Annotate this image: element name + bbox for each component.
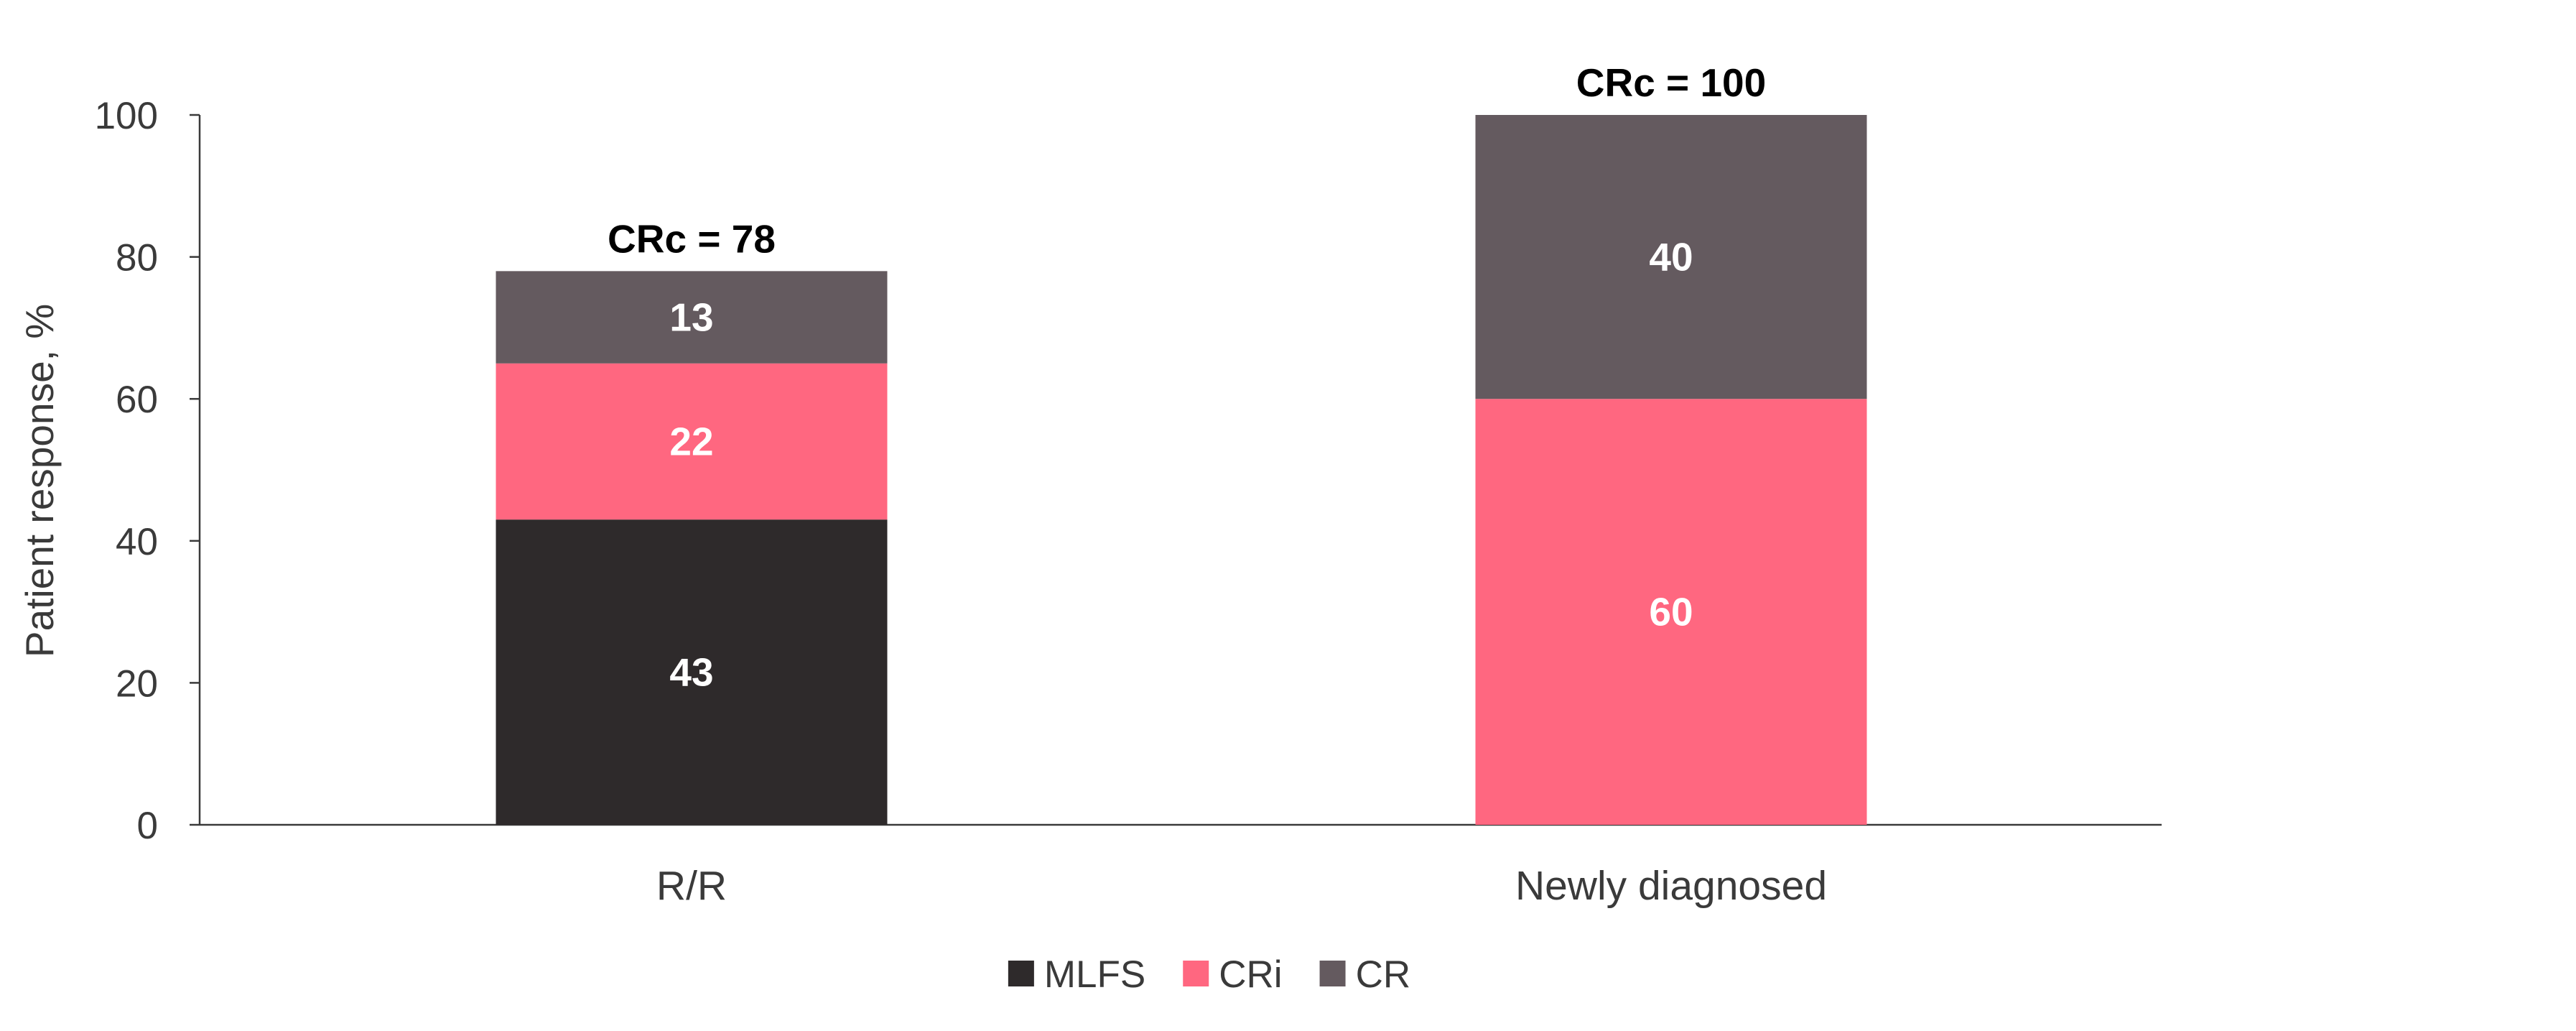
bar-segment-cr <box>1475 115 1867 399</box>
y-axis-title: Patient response, % <box>17 304 62 657</box>
segment-value-label: 43 <box>669 650 713 695</box>
axes: 0 20 40 60 80 100 Patient response, % R/R Newly … <box>17 95 2162 909</box>
legend-swatch-cri <box>1183 961 1209 986</box>
bar-segment-cr <box>496 271 888 364</box>
data-labels: 43 22 13 CRc = 78 60 40 CRc = 100 <box>608 60 1766 695</box>
x-category-label: Newly diagnosed <box>1515 863 1827 909</box>
y-tick-label: 80 <box>116 237 158 279</box>
legend-swatch-cr <box>1319 961 1346 986</box>
bar-segment-cri <box>496 363 888 520</box>
segment-value-label: 13 <box>669 295 713 340</box>
bars <box>496 115 1867 825</box>
bar-segment-cri <box>1475 399 1867 825</box>
x-category-label: R/R <box>656 863 727 909</box>
y-tick-label: 20 <box>116 662 158 705</box>
bar-segment-mlfs <box>496 519 888 825</box>
y-tick-label: 100 <box>95 95 158 137</box>
segment-value-label: 60 <box>1649 590 1693 634</box>
segment-value-label: 40 <box>1649 235 1693 279</box>
legend-label-mlfs: MLFS <box>1044 953 1145 996</box>
legend-label-cri: CRi <box>1219 953 1282 996</box>
legend: MLFS CRi CR <box>1008 953 1410 996</box>
total-label: CRc = 100 <box>1576 60 1766 105</box>
legend-label-cr: CR <box>1356 953 1411 996</box>
y-tick-label: 40 <box>116 521 158 563</box>
segment-value-label: 22 <box>669 419 713 463</box>
legend-swatch-mlfs <box>1008 961 1034 986</box>
y-tick-label: 0 <box>137 805 158 847</box>
y-tick-label: 60 <box>116 379 158 421</box>
total-label: CRc = 78 <box>608 216 776 261</box>
